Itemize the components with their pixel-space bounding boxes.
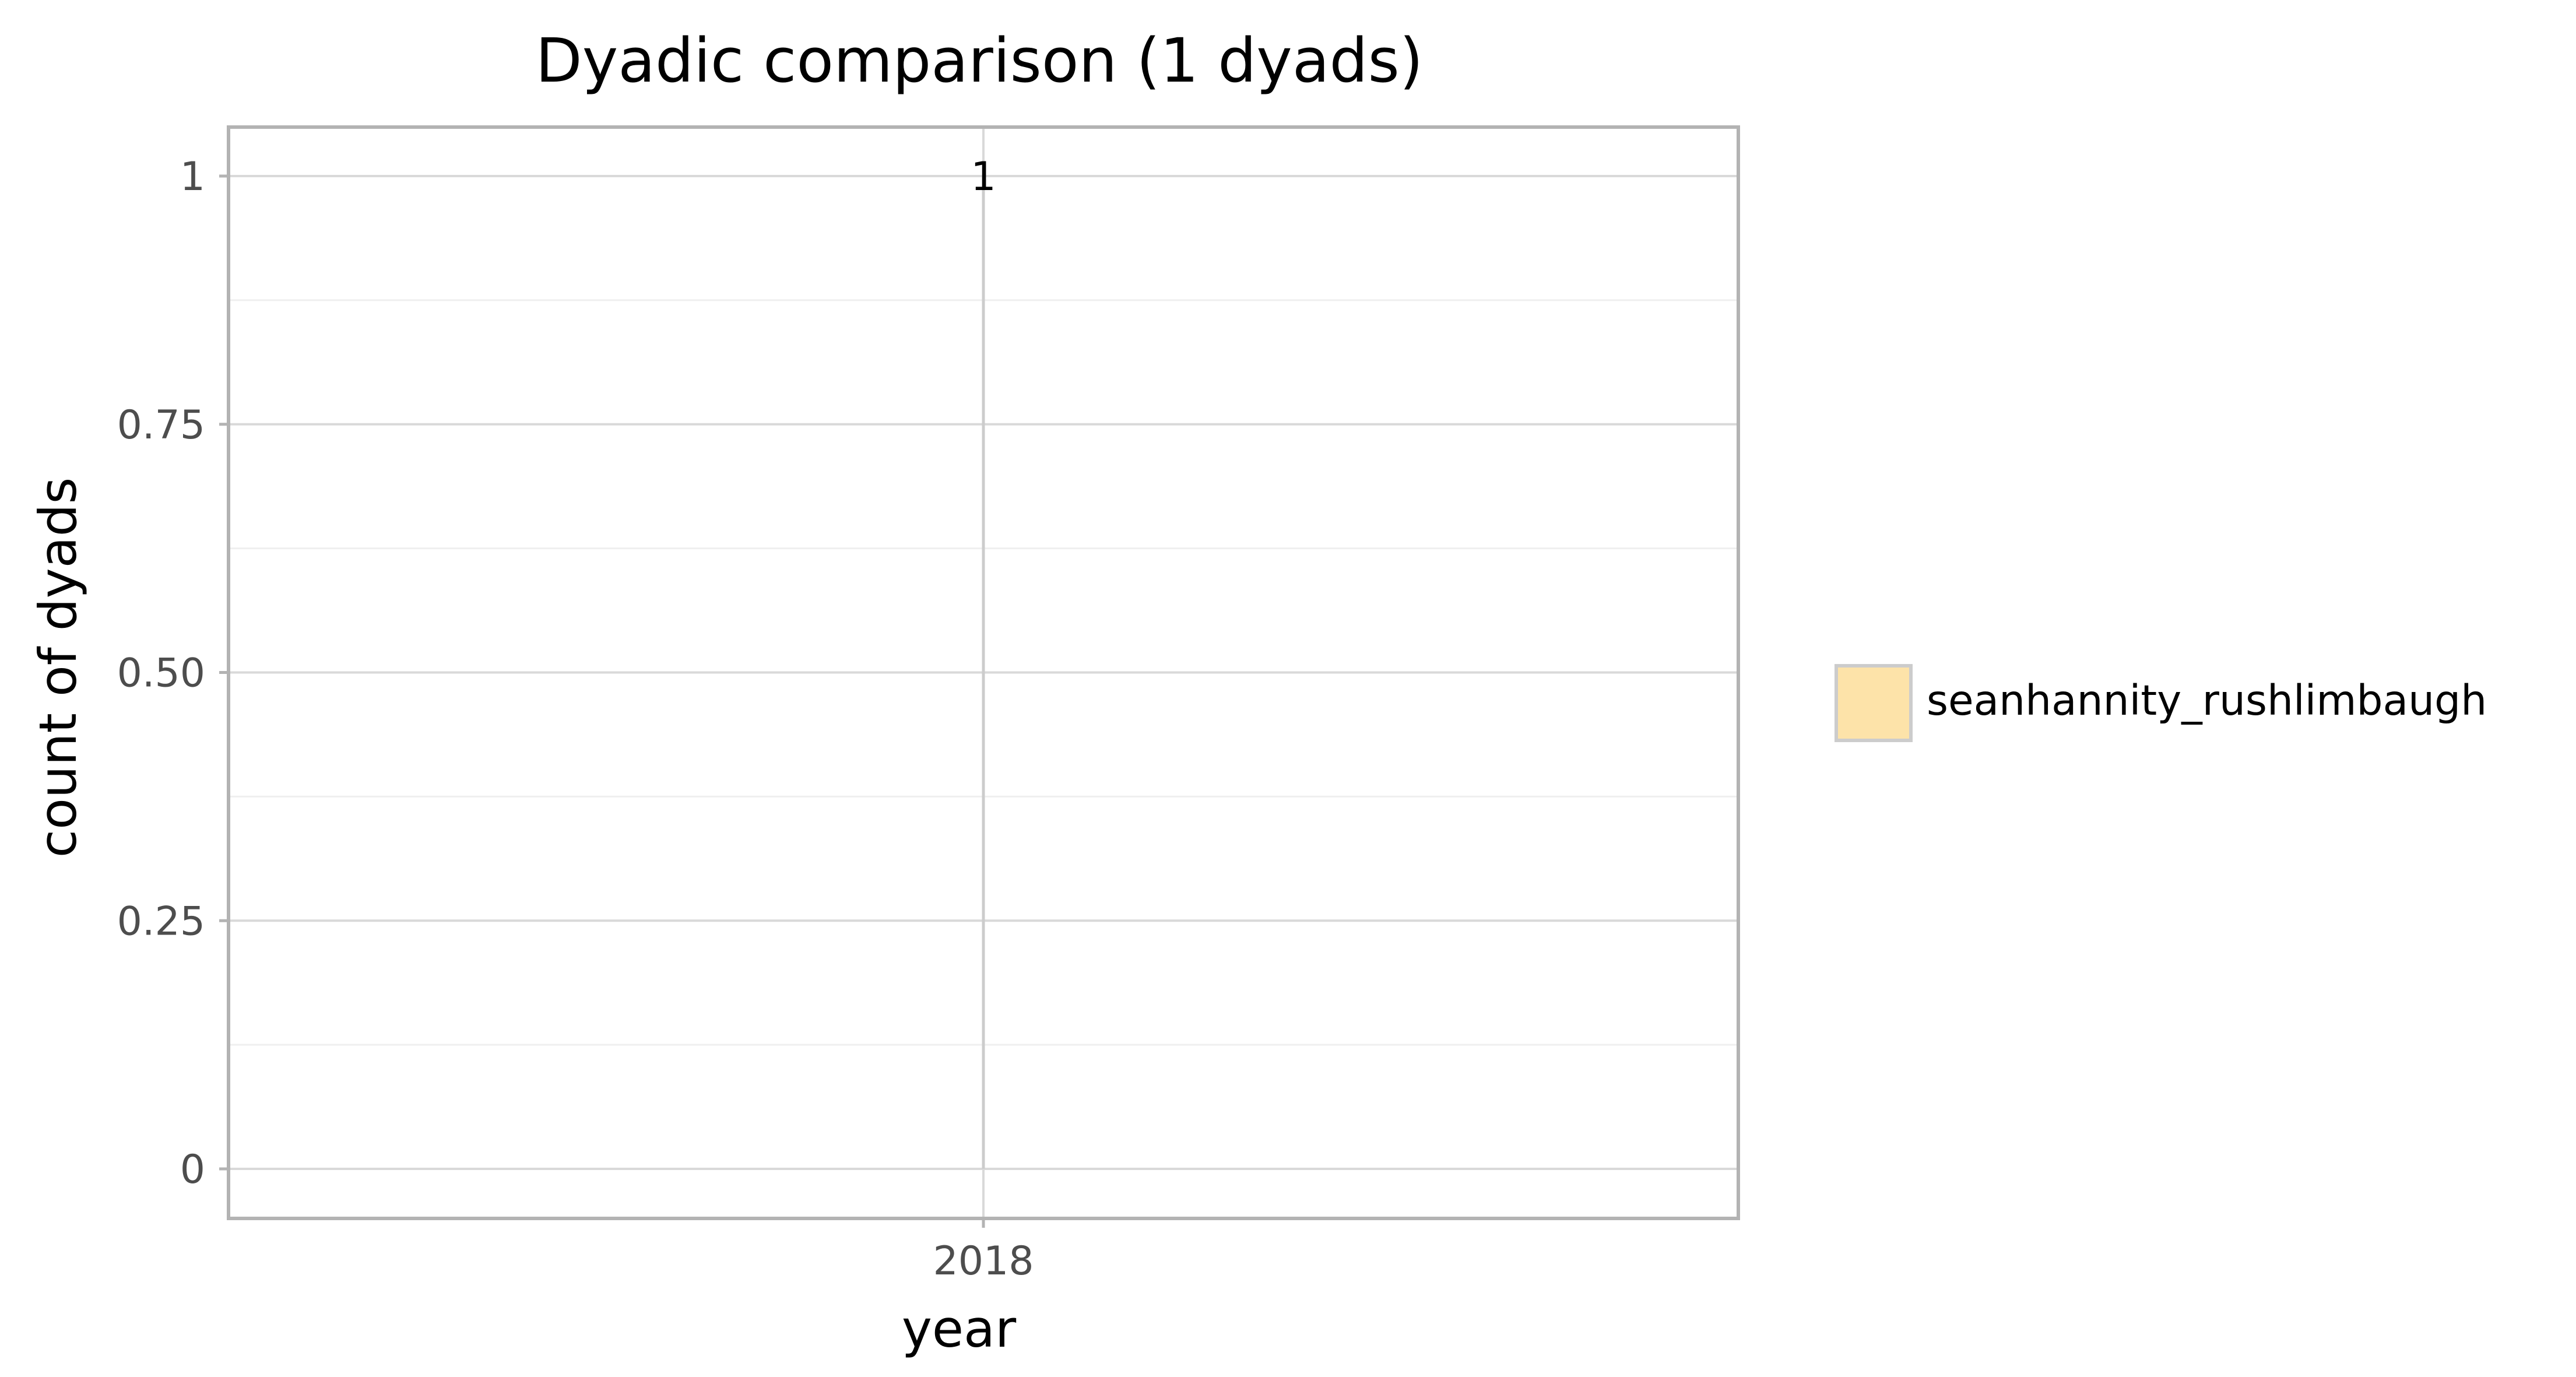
x-axis-ticks: 2018 <box>933 1218 1034 1284</box>
y-tick-label: 1 <box>180 154 205 200</box>
data-labels: 1 <box>971 154 996 200</box>
y-tick-label: 0.25 <box>117 898 205 944</box>
bar-value-label: 1 <box>971 154 996 200</box>
y-tick-label: 0.50 <box>117 651 205 697</box>
legend-key-swatch <box>1835 664 1913 742</box>
y-axis-ticks: 0 0.25 0.50 0.75 1 <box>117 154 229 1193</box>
plot-panel: 1 <box>227 125 1740 1220</box>
x-axis-title: year <box>902 1299 1017 1359</box>
y-tick-label: 0 <box>180 1147 205 1193</box>
y-axis-title: count of dyads <box>28 477 88 858</box>
legend: seanhannity_rushlimbaugh <box>1835 664 2487 742</box>
y-tick-label: 0.75 <box>117 402 205 448</box>
chart-title: Dyadic comparison (1 dyads) <box>536 25 1424 96</box>
legend-label: seanhannity_rushlimbaugh <box>1927 676 2487 725</box>
x-tick-label: 2018 <box>933 1238 1034 1284</box>
